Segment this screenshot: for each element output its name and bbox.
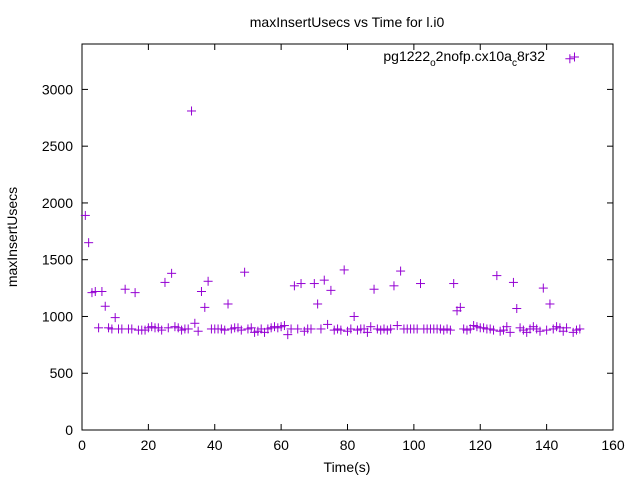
data-point — [565, 54, 575, 64]
data-point — [240, 267, 250, 277]
data-point — [97, 286, 107, 296]
y-tick-label: 1000 — [42, 308, 73, 324]
x-tick-label: 40 — [207, 437, 223, 453]
x-tick-label: 80 — [340, 437, 356, 453]
x-tick-label: 20 — [141, 437, 157, 453]
data-point — [416, 279, 426, 289]
data-point — [502, 322, 512, 332]
data-point — [455, 302, 465, 312]
x-axis: 0 20 40 60 80 100 120 140 160 — [78, 44, 625, 453]
data-point — [187, 106, 197, 116]
data-point — [538, 283, 548, 293]
data-point — [512, 304, 522, 314]
data-point — [84, 238, 94, 248]
data-point — [80, 210, 90, 220]
data-point — [183, 324, 193, 334]
data-point — [449, 279, 459, 289]
chart-title: maxInsertUsecs vs Time for l.i0 — [250, 14, 445, 30]
data-point — [167, 268, 177, 278]
data-point — [94, 323, 104, 333]
data-points — [80, 54, 585, 340]
data-point — [127, 324, 137, 334]
x-tick-label: 0 — [78, 437, 86, 453]
data-point — [193, 326, 203, 336]
y-tick-label: 1500 — [42, 252, 73, 268]
data-point — [575, 324, 585, 334]
data-point — [492, 271, 502, 281]
x-tick-label: 120 — [469, 437, 493, 453]
y-axis: 0 500 1000 1500 2000 2500 3000 — [42, 81, 613, 438]
data-point — [562, 323, 572, 333]
data-point — [293, 324, 303, 334]
y-axis-label: maxInsertUsecs — [4, 187, 20, 287]
data-point — [163, 323, 173, 333]
data-point — [223, 299, 233, 309]
data-point — [309, 279, 319, 289]
data-point — [306, 324, 316, 334]
x-tick-label: 160 — [601, 437, 625, 453]
data-point — [203, 276, 213, 286]
x-tick-label: 100 — [402, 437, 426, 453]
data-point — [120, 284, 130, 294]
y-tick-label: 2500 — [42, 138, 73, 154]
data-point — [366, 322, 376, 332]
data-point — [319, 275, 329, 285]
data-point — [336, 325, 346, 335]
data-point — [190, 318, 200, 328]
data-point — [389, 281, 399, 291]
data-point — [362, 327, 372, 337]
y-tick-label: 2000 — [42, 195, 73, 211]
data-point — [283, 330, 293, 340]
plot-frame — [81, 43, 614, 431]
data-point — [489, 325, 499, 335]
data-point — [160, 277, 170, 287]
legend-label: pg1222o2nofp.cx10ac8r32 — [383, 48, 545, 69]
data-point — [505, 327, 515, 337]
data-point — [313, 299, 323, 309]
data-point — [157, 325, 167, 335]
x-tick-label: 60 — [273, 437, 289, 453]
data-point — [130, 288, 140, 298]
data-point — [396, 266, 406, 276]
data-point — [316, 324, 326, 334]
data-point — [346, 324, 356, 334]
data-point — [545, 299, 555, 309]
data-point — [535, 326, 545, 336]
data-point — [508, 277, 518, 287]
data-point — [196, 286, 206, 296]
data-point — [220, 325, 230, 335]
data-point — [279, 321, 289, 331]
legend: pg1222o2nofp.cx10ac8r32 — [383, 48, 579, 69]
data-point — [200, 302, 210, 312]
y-tick-label: 0 — [65, 422, 73, 438]
data-point — [542, 325, 552, 335]
data-point — [246, 323, 256, 333]
data-point — [323, 319, 333, 329]
data-point — [289, 281, 299, 291]
data-point — [110, 313, 120, 323]
x-tick-label: 140 — [535, 437, 559, 453]
data-point — [369, 284, 379, 294]
data-point — [445, 325, 455, 335]
data-point — [326, 285, 336, 295]
data-point — [386, 324, 396, 334]
data-point — [392, 321, 402, 331]
data-point — [339, 265, 349, 275]
y-tick-label: 3000 — [42, 81, 73, 97]
x-axis-label: Time(s) — [324, 459, 371, 475]
legend-marker — [570, 52, 579, 62]
y-tick-label: 500 — [50, 365, 74, 381]
data-point — [349, 311, 359, 321]
data-point — [236, 325, 246, 335]
data-point — [296, 279, 306, 289]
data-point — [100, 301, 110, 311]
